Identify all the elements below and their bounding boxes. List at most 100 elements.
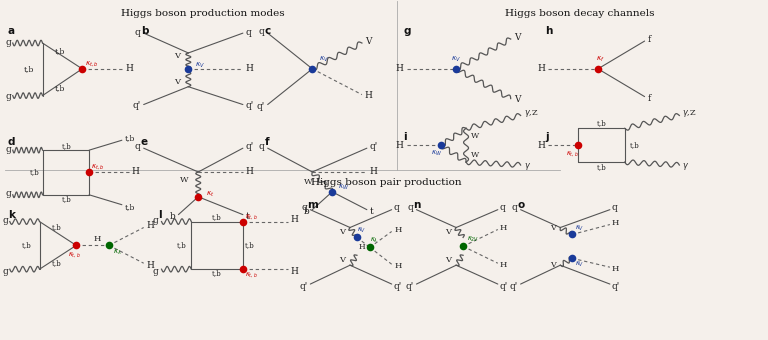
Text: t,b: t,b: [22, 241, 31, 249]
Text: $\kappa_\lambda$: $\kappa_\lambda$: [113, 248, 121, 257]
Text: g: g: [153, 267, 158, 276]
Text: g: g: [403, 26, 411, 36]
Text: $\kappa_W$: $\kappa_W$: [431, 149, 442, 158]
Text: $\kappa_{t,b}$: $\kappa_{t,b}$: [68, 250, 81, 259]
Text: V: V: [445, 256, 451, 264]
Text: W: W: [471, 151, 479, 159]
Text: $\kappa_\lambda$: $\kappa_\lambda$: [369, 236, 378, 245]
Text: g: g: [2, 216, 8, 225]
Text: t,b: t,b: [177, 241, 187, 249]
Text: $\kappa_{2V}$: $\kappa_{2V}$: [467, 235, 479, 244]
Text: j: j: [545, 132, 549, 142]
Text: H: H: [500, 223, 507, 232]
Text: q: q: [259, 27, 265, 36]
Text: Higgs boson pair production: Higgs boson pair production: [311, 178, 462, 187]
Text: q: q: [246, 28, 252, 37]
Text: q: q: [259, 142, 265, 151]
Text: H: H: [396, 64, 403, 73]
Text: H: H: [612, 265, 619, 273]
Text: H: H: [395, 225, 402, 234]
Text: H: H: [538, 64, 545, 73]
Text: Higgs boson production modes: Higgs boson production modes: [121, 9, 285, 18]
Text: t,b: t,b: [597, 119, 607, 128]
Text: $\kappa_{t,b}$: $\kappa_{t,b}$: [91, 162, 104, 171]
Text: q: q: [408, 203, 413, 212]
Text: d: d: [8, 137, 15, 147]
Text: t,b: t,b: [51, 259, 61, 267]
Text: g: g: [5, 92, 11, 101]
Text: q': q': [132, 101, 141, 110]
Text: t,b: t,b: [30, 168, 39, 176]
Text: $\kappa_{t,b}$: $\kappa_{t,b}$: [85, 59, 99, 68]
Text: q': q': [394, 282, 402, 291]
Text: t,b: t,b: [212, 269, 222, 277]
Text: V: V: [339, 228, 345, 237]
Text: t,b: t,b: [55, 47, 65, 55]
Text: q': q': [257, 102, 265, 111]
Text: t,b: t,b: [51, 223, 61, 232]
Text: H: H: [147, 221, 154, 230]
Text: H: H: [126, 64, 134, 73]
Text: k: k: [8, 210, 15, 220]
Text: H: H: [290, 215, 298, 224]
Text: V: V: [174, 78, 180, 86]
Text: q': q': [246, 101, 254, 110]
Text: H: H: [612, 219, 619, 226]
Text: f: f: [265, 137, 270, 147]
Text: l: l: [158, 210, 162, 220]
Text: W: W: [180, 176, 188, 184]
Text: b: b: [303, 207, 310, 216]
Text: g: g: [2, 267, 8, 276]
Text: $\kappa_V$: $\kappa_V$: [451, 54, 461, 64]
Text: V: V: [445, 228, 451, 237]
Text: $\kappa_V$: $\kappa_V$: [357, 226, 366, 235]
Text: H: H: [365, 91, 372, 100]
Text: $\gamma$: $\gamma$: [682, 160, 690, 172]
Text: H: H: [359, 243, 366, 251]
Text: t: t: [246, 212, 250, 221]
Text: q: q: [612, 203, 617, 212]
Text: t,b: t,b: [125, 203, 135, 211]
Text: g: g: [5, 145, 11, 154]
Text: $\kappa_t$: $\kappa_t$: [206, 190, 214, 199]
Text: e: e: [141, 137, 147, 147]
Text: H: H: [147, 261, 154, 270]
Text: q': q': [246, 142, 254, 151]
Text: H: H: [246, 168, 253, 176]
Text: c: c: [265, 26, 271, 36]
Text: b: b: [170, 212, 175, 221]
Text: W: W: [471, 132, 479, 140]
Text: W: W: [303, 178, 313, 186]
Text: H: H: [370, 168, 378, 176]
Text: i: i: [403, 132, 407, 142]
Text: H: H: [395, 262, 402, 270]
Text: V: V: [514, 95, 520, 104]
Text: q': q': [370, 142, 378, 151]
Text: H: H: [538, 141, 545, 150]
Text: $\kappa_{t,b}$: $\kappa_{t,b}$: [566, 149, 578, 158]
Text: H: H: [396, 141, 403, 150]
Text: V: V: [551, 261, 556, 269]
Text: t,b: t,b: [61, 142, 71, 150]
Text: t,b: t,b: [25, 65, 35, 73]
Text: H: H: [132, 168, 140, 176]
Text: $\kappa_{t,b}$: $\kappa_{t,b}$: [246, 270, 258, 278]
Text: $\kappa_W$: $\kappa_W$: [337, 183, 349, 192]
Text: $\kappa_{t,b}$: $\kappa_{t,b}$: [246, 212, 258, 221]
Text: Higgs boson decay channels: Higgs boson decay channels: [505, 9, 655, 18]
Text: $\kappa_V$: $\kappa_V$: [319, 54, 329, 64]
Text: q: q: [394, 203, 399, 212]
Text: $\gamma$,Z: $\gamma$,Z: [682, 108, 697, 119]
Text: q': q': [612, 282, 620, 291]
Text: H: H: [246, 64, 253, 73]
Text: $\kappa_V$: $\kappa_V$: [195, 61, 205, 70]
Text: q': q': [500, 282, 508, 291]
Text: f: f: [647, 94, 650, 103]
Text: $\gamma$: $\gamma$: [524, 160, 531, 172]
Text: q': q': [406, 282, 413, 291]
Text: o: o: [518, 200, 525, 210]
Text: H: H: [94, 235, 101, 243]
Text: V: V: [551, 223, 556, 232]
Text: m: m: [307, 200, 318, 210]
Text: t,b: t,b: [55, 84, 65, 92]
